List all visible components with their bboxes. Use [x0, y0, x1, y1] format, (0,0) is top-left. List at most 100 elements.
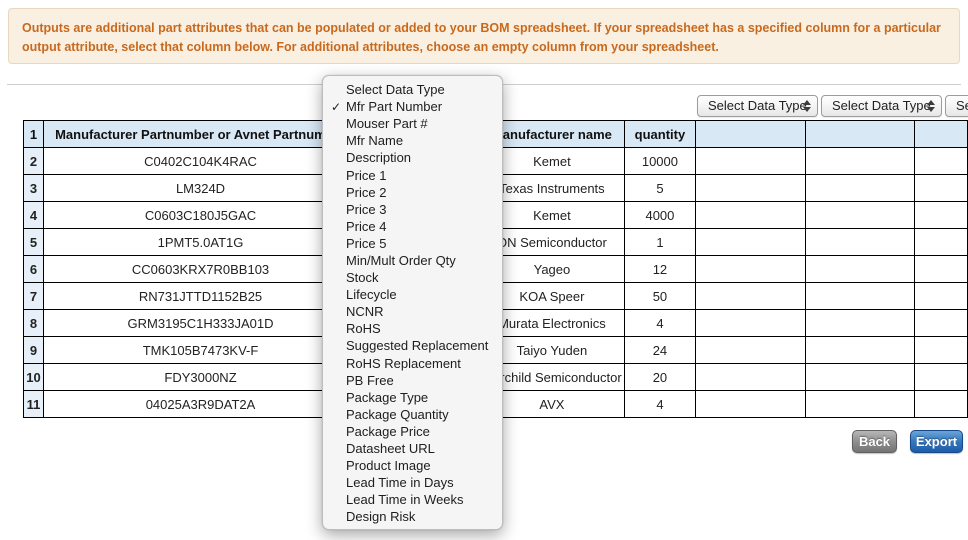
empty-cell	[914, 336, 968, 364]
data-type-option[interactable]: Stock	[323, 269, 502, 286]
data-type-option[interactable]: ✓ Mfr Part Number	[323, 98, 502, 115]
data-type-option[interactable]: Mfr Name	[323, 132, 502, 149]
table-row: 6 CC0603KRX7R0BB103 Yageo 12	[23, 255, 968, 283]
empty-cell	[695, 282, 807, 310]
option-label: PB Free	[346, 372, 394, 388]
quantity-cell: 4	[623, 309, 697, 337]
manufacturer-cell: Kemet	[479, 147, 625, 175]
row-number-cell: 10	[23, 363, 44, 391]
header-row-number: 1	[23, 120, 44, 148]
row-number-cell: 5	[23, 228, 44, 256]
quantity-cell: 20	[623, 363, 697, 391]
data-type-option[interactable]: RoHS	[323, 320, 502, 337]
data-type-option[interactable]: Lead Time in Days	[323, 474, 502, 491]
data-type-option[interactable]: Product Image	[323, 457, 502, 474]
data-type-option[interactable]: RoHS Replacement	[323, 355, 502, 372]
stepper-icon	[803, 100, 811, 112]
option-label: Mouser Part #	[346, 116, 428, 132]
header-empty-column	[805, 120, 916, 148]
option-label: RoHS	[346, 321, 381, 337]
output-column-select-2[interactable]: Select Data Type	[821, 95, 942, 117]
quantity-cell: 24	[623, 336, 697, 364]
quantity-cell: 4000	[623, 201, 697, 229]
option-label: Mfr Part Number	[346, 99, 443, 115]
part-number-cell: 04025A3R9DAT2A	[42, 390, 359, 418]
quantity-cell: 50	[623, 282, 697, 310]
empty-cell	[805, 390, 916, 418]
row-number-cell: 6	[23, 255, 44, 283]
data-type-option[interactable]: Price 4	[323, 218, 502, 235]
data-type-option[interactable]: Package Type	[323, 389, 502, 406]
option-label: Package Price	[346, 423, 430, 439]
empty-cell	[914, 390, 968, 418]
select-value: Select Data Type	[708, 98, 807, 113]
data-type-option[interactable]: Lifecycle	[323, 286, 502, 303]
empty-cell	[914, 255, 968, 283]
part-number-cell: LM324D	[42, 174, 359, 202]
data-type-option[interactable]: Mouser Part #	[323, 115, 502, 132]
quantity-cell: 5	[623, 174, 697, 202]
manufacturer-cell: Kemet	[479, 201, 625, 229]
data-type-option[interactable]: Min/Mult Order Qty	[323, 252, 502, 269]
header-quantity: quantity	[623, 120, 697, 148]
part-number-cell: RN731JTTD1152B25	[42, 282, 359, 310]
data-type-option[interactable]: Price 5	[323, 235, 502, 252]
empty-cell	[805, 228, 916, 256]
empty-cell	[695, 255, 807, 283]
data-type-option[interactable]: Price 3	[323, 201, 502, 218]
empty-cell	[914, 201, 968, 229]
data-type-option[interactable]: Select Data Type	[323, 81, 502, 98]
data-type-menu: Select Data Type ✓ Mfr Part Number Mouse…	[322, 75, 503, 530]
data-type-option[interactable]: Description	[323, 149, 502, 166]
data-type-option[interactable]: Design Risk	[323, 508, 502, 525]
empty-cell	[805, 147, 916, 175]
part-number-cell: TMK105B7473KV-F	[42, 336, 359, 364]
part-number-cell: C0402C104K4RAC	[42, 147, 359, 175]
data-type-option[interactable]: Datasheet URL	[323, 440, 502, 457]
data-type-option[interactable]: PB Free	[323, 372, 502, 389]
data-type-option[interactable]: Lead Time in Weeks	[323, 491, 502, 508]
option-label: Suggested Replacement	[346, 338, 489, 354]
manufacturer-cell: Yageo	[479, 255, 625, 283]
data-type-option[interactable]: NCNR	[323, 303, 502, 320]
empty-cell	[695, 147, 807, 175]
manufacturer-cell: ON Semiconductor	[479, 228, 625, 256]
data-type-option[interactable]: Price 1	[323, 166, 502, 183]
empty-cell	[805, 309, 916, 337]
empty-cell	[805, 363, 916, 391]
header-manufacturer-name: Manufacturer name	[479, 120, 625, 148]
back-button[interactable]: Back	[852, 430, 897, 453]
row-number-cell: 3	[23, 174, 44, 202]
row-number-cell: 8	[23, 309, 44, 337]
part-number-cell: GRM3195C1H333JA01D	[42, 309, 359, 337]
quantity-cell: 4	[623, 390, 697, 418]
select-value: Select Data Type	[956, 98, 968, 113]
empty-cell	[805, 282, 916, 310]
row-number-cell: 7	[23, 282, 44, 310]
export-button[interactable]: Export	[910, 430, 963, 453]
output-column-select-1[interactable]: Select Data Type	[697, 95, 818, 117]
option-label: Price 5	[346, 235, 387, 251]
output-column-select-3[interactable]: Select Data Type	[945, 95, 968, 117]
data-type-option[interactable]: Suggested Replacement	[323, 337, 502, 354]
option-label: Product Image	[346, 458, 431, 474]
option-label: Price 3	[346, 201, 387, 217]
quantity-cell: 10000	[623, 147, 697, 175]
empty-cell	[805, 201, 916, 229]
empty-cell	[914, 174, 968, 202]
empty-cell	[805, 174, 916, 202]
data-type-option[interactable]: Price 2	[323, 184, 502, 201]
option-label: Mfr Name	[346, 133, 404, 149]
option-label: Min/Mult Order Qty	[346, 252, 456, 268]
row-number-cell: 4	[23, 201, 44, 229]
empty-cell	[805, 255, 916, 283]
quantity-cell: 12	[623, 255, 697, 283]
data-type-option[interactable]: Package Price	[323, 423, 502, 440]
empty-cell	[695, 390, 807, 418]
row-number-cell: 9	[23, 336, 44, 364]
option-label: Lead Time in Days	[346, 475, 454, 491]
data-type-option[interactable]: Package Quantity	[323, 406, 502, 423]
empty-cell	[914, 147, 968, 175]
empty-cell	[695, 363, 807, 391]
table-row: 11 04025A3R9DAT2A AVX 4	[23, 390, 968, 418]
